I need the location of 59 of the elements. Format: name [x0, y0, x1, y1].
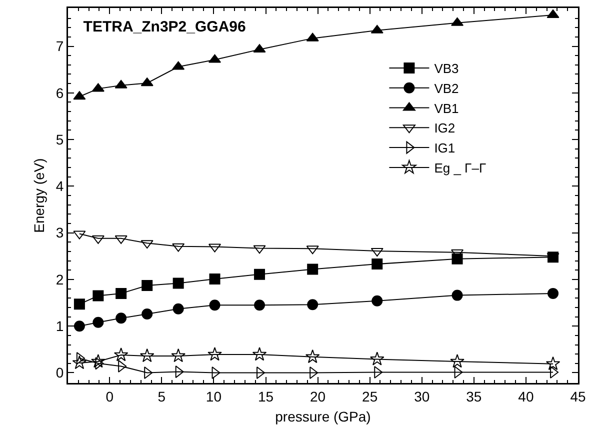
y-tick-label: 5 [56, 131, 64, 148]
x-tick-label: 0 [106, 388, 114, 404]
y-tick-label: 2 [56, 271, 64, 288]
point [209, 273, 220, 284]
x-tick-label: 15 [258, 388, 274, 404]
point [116, 312, 127, 324]
x-tick-label: 20 [310, 388, 326, 404]
point [450, 354, 464, 368]
point [171, 348, 186, 362]
y-tick-label: 6 [56, 84, 64, 101]
y-axis-title: Energy (eV) [30, 158, 47, 233]
x-tick-label: 35 [466, 388, 482, 404]
point [142, 308, 153, 320]
point [74, 320, 85, 332]
y-tick-label: 4 [56, 178, 64, 194]
point [92, 316, 104, 328]
y-tick-label: 3 [56, 224, 64, 241]
point [92, 290, 104, 302]
x-tick-label: 25 [362, 388, 378, 404]
point [72, 355, 87, 370]
point [114, 348, 128, 362]
point [372, 295, 383, 306]
y-tick-label: 0 [56, 364, 64, 381]
point [546, 356, 560, 370]
point [116, 288, 127, 299]
point [91, 354, 106, 368]
legend-label: VB1 [434, 100, 459, 116]
x-tick-label: 10 [206, 388, 222, 404]
point [172, 278, 184, 289]
point [208, 347, 222, 361]
point [209, 300, 220, 311]
point [307, 299, 318, 310]
point [74, 298, 85, 310]
legend-label: IG1 [434, 140, 456, 156]
point [370, 352, 384, 366]
point [548, 288, 559, 299]
y-tick-label: 1 [56, 318, 64, 334]
legend-label: VB2 [434, 80, 459, 96]
point [142, 280, 153, 292]
point [305, 349, 320, 364]
point [172, 303, 184, 314]
point [254, 268, 266, 280]
x-axis-title: pressure (GPa) [275, 408, 371, 424]
legend-label: Eg _ Γ–Γ [434, 160, 486, 176]
point [140, 348, 154, 362]
text: TETRA_Zn3P2_GGA96 [83, 18, 246, 36]
x-tick-label: 45 [570, 388, 586, 404]
point [252, 347, 267, 361]
x-tick-label: 40 [518, 388, 534, 404]
legend-label: IG2 [434, 120, 456, 136]
point [452, 290, 463, 301]
point [254, 300, 266, 311]
x-tick-label: 5 [158, 388, 166, 404]
point [452, 253, 463, 264]
point [307, 264, 318, 275]
y-tick-label: 7 [56, 38, 64, 54]
point [372, 258, 383, 270]
legend-label: VB3 [434, 61, 459, 76]
x-tick-label: 30 [414, 388, 430, 404]
